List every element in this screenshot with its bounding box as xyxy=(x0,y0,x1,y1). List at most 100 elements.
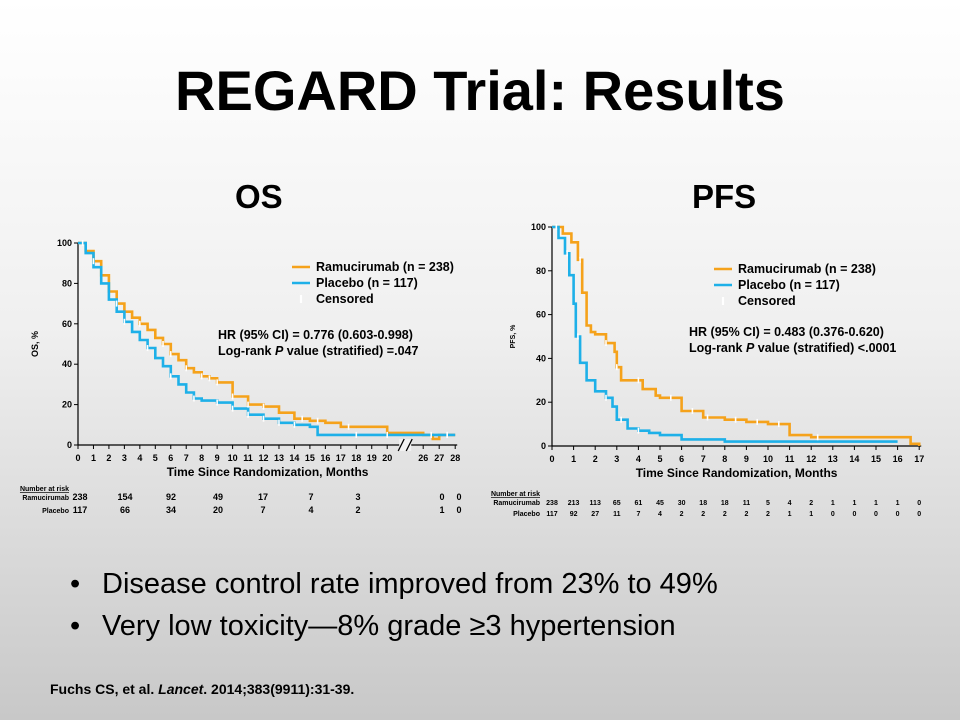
risk-table-value: 92 xyxy=(570,511,578,518)
risk-table-value: 2 xyxy=(766,511,770,518)
risk-table-value: 11 xyxy=(743,500,751,507)
risk-table-value: 1 xyxy=(439,505,444,515)
risk-table-value: 1 xyxy=(896,500,900,507)
x-tick-label: 5 xyxy=(153,453,158,463)
axis-break-mark xyxy=(397,438,405,452)
legend-label: Ramucirumab (n = 238) xyxy=(316,260,454,274)
x-tick-label: 1 xyxy=(91,453,96,463)
x-tick-label: 26 xyxy=(418,453,428,463)
risk-table-value: 27 xyxy=(591,511,599,518)
risk-table-value: 66 xyxy=(120,505,130,515)
x-tick-label: 14 xyxy=(849,454,859,464)
y-tick-label: 20 xyxy=(536,397,546,407)
risk-table-value: 1 xyxy=(874,500,878,507)
risk-table-value: 117 xyxy=(73,505,88,515)
bullet-item: • Disease control rate improved from 23% … xyxy=(70,563,718,605)
risk-table-value: 238 xyxy=(546,500,558,507)
risk-table-value: 18 xyxy=(721,500,729,507)
x-tick-label: 11 xyxy=(243,453,253,463)
bullet-item: • Very low toxicity—8% grade ≥3 hypertens… xyxy=(70,605,718,647)
x-tick-label: 4 xyxy=(636,454,641,464)
y-tick-label: 80 xyxy=(62,278,72,288)
risk-table-value: 17 xyxy=(258,492,268,502)
x-tick-label: 27 xyxy=(434,453,444,463)
y-tick-label: 60 xyxy=(62,319,72,329)
annotation-segment: Log-rank xyxy=(218,344,275,358)
risk-table-value: 61 xyxy=(635,500,643,507)
risk-table-value: 4 xyxy=(788,500,792,507)
risk-table-value: 0 xyxy=(831,511,835,518)
risk-table-value: 7 xyxy=(308,492,313,502)
annotation-segment: P xyxy=(746,341,755,355)
x-tick-label: 3 xyxy=(122,453,127,463)
hr-annotation: HR (95% CI) = 0.776 (0.603-0.998) xyxy=(218,328,413,342)
hr-annotation: Log-rank P value (stratified) =.047 xyxy=(218,344,418,358)
slide-title: REGARD Trial: Results xyxy=(175,59,785,122)
risk-table-value: 92 xyxy=(166,492,176,502)
pfs-panel-title: PFS xyxy=(692,178,757,215)
annotation-segment: HR (95% CI) = 0.483 (0.376-0.620) xyxy=(689,325,884,339)
x-tick-label: 11 xyxy=(785,454,795,464)
bullet-list: • Disease control rate improved from 23% … xyxy=(70,563,718,647)
risk-table-value: 34 xyxy=(166,505,176,515)
x-tick-label: 19 xyxy=(367,453,377,463)
y-axis-label: OS, % xyxy=(30,331,40,357)
risk-table-value: 1 xyxy=(831,500,835,507)
x-tick-label: 6 xyxy=(168,453,173,463)
risk-table-value: 4 xyxy=(308,505,313,515)
y-tick-label: 100 xyxy=(57,238,72,248)
risk-table-value: 11 xyxy=(613,511,621,518)
os-panel-title: OS xyxy=(235,178,283,215)
risk-table-value: 65 xyxy=(613,500,621,507)
ramucirumab-curve xyxy=(552,225,921,446)
x-tick-label: 2 xyxy=(593,454,598,464)
x-tick-label: 13 xyxy=(274,453,284,463)
risk-table-value: 0 xyxy=(456,492,461,502)
risk-table-value: 0 xyxy=(456,505,461,515)
risk-table-value: 213 xyxy=(568,500,580,507)
risk-table-value: 20 xyxy=(213,505,223,515)
legend-label: Ramucirumab (n = 238) xyxy=(738,262,876,276)
x-tick-label: 2 xyxy=(106,453,111,463)
citation-journal: Lancet xyxy=(158,681,204,697)
x-tick-label: 0 xyxy=(75,453,80,463)
citation-details: . 2014;383(9911):31-39. xyxy=(203,681,355,697)
risk-table-header: Number at risk xyxy=(491,491,540,498)
annotation-segment: HR (95% CI) = 0.776 (0.603-0.998) xyxy=(218,328,413,342)
x-tick-label: 9 xyxy=(215,453,220,463)
annotation-segment: value (stratified) <.0001 xyxy=(754,341,896,355)
x-tick-label: 17 xyxy=(336,453,346,463)
risk-table-value: 0 xyxy=(874,511,878,518)
risk-table-value: 2 xyxy=(701,511,705,518)
risk-table-value: 0 xyxy=(917,511,921,518)
x-tick-label: 12 xyxy=(259,453,269,463)
y-tick-label: 100 xyxy=(531,222,546,232)
risk-table-value: 117 xyxy=(546,511,557,518)
annotation-segment: Log-rank xyxy=(689,341,746,355)
risk-table-value: 7 xyxy=(260,505,265,515)
x-tick-label: 1 xyxy=(571,454,576,464)
legend-label: Placebo (n = 117) xyxy=(738,278,840,292)
y-tick-label: 0 xyxy=(67,440,72,450)
bullet-glyph: • xyxy=(70,568,81,600)
x-tick-label: 28 xyxy=(450,453,460,463)
risk-table-value: 5 xyxy=(766,500,770,507)
risk-table-value: 4 xyxy=(658,511,662,518)
annotation-segment: P xyxy=(275,344,284,358)
x-tick-label: 4 xyxy=(137,453,142,463)
y-tick-label: 60 xyxy=(536,310,546,320)
risk-table-value: 0 xyxy=(439,492,444,502)
x-tick-label: 10 xyxy=(228,453,238,463)
x-axis-label: Time Since Randomization, Months xyxy=(636,466,838,480)
citation: Fuchs CS, et al. Lancet. 2014;383(9911):… xyxy=(50,681,354,697)
x-tick-label: 0 xyxy=(549,454,554,464)
x-tick-label: 10 xyxy=(763,454,773,464)
risk-table-value: 1 xyxy=(788,511,792,518)
risk-table-value: 30 xyxy=(678,500,686,507)
axis-break-mark xyxy=(405,438,413,452)
risk-table-row-label: Placebo xyxy=(513,511,540,518)
risk-table-value: 238 xyxy=(72,492,87,502)
x-tick-label: 18 xyxy=(351,453,361,463)
